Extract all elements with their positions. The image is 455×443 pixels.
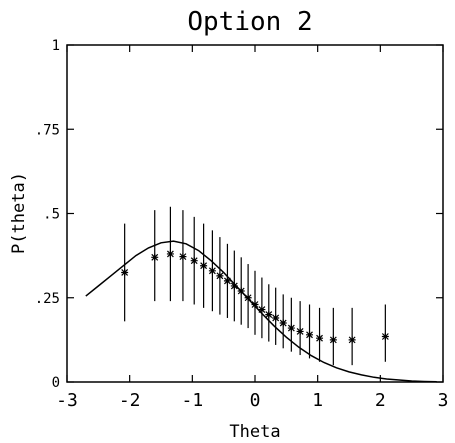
data-point xyxy=(121,223,129,322)
y-tick-label: .5 xyxy=(43,207,60,223)
data-point xyxy=(265,284,273,342)
point-marker xyxy=(244,294,252,302)
data-point xyxy=(237,257,245,325)
x-tick-label: -3 xyxy=(56,390,78,411)
point-marker xyxy=(381,333,389,341)
data-point xyxy=(329,307,337,366)
point-marker xyxy=(296,327,304,335)
point-marker xyxy=(230,282,238,290)
point-marker xyxy=(329,336,337,344)
point-marker xyxy=(121,268,129,276)
data-point xyxy=(272,287,280,345)
x-axis-label: Theta xyxy=(229,422,280,442)
data-point xyxy=(179,210,187,302)
y-axis-label: P(theta) xyxy=(9,172,29,254)
model-curve xyxy=(85,240,437,383)
point-marker xyxy=(258,306,266,314)
data-point xyxy=(306,304,314,359)
y-tick-label: 1 xyxy=(52,38,60,54)
point-marker xyxy=(279,319,287,327)
data-point xyxy=(287,297,295,352)
x-tick-label: 3 xyxy=(438,390,449,411)
y-tick-label: .75 xyxy=(35,122,60,138)
data-point xyxy=(216,237,224,315)
point-marker xyxy=(190,257,198,265)
data-point xyxy=(230,250,238,322)
y-axis: 0 .25 .5 .75 1 xyxy=(35,38,443,391)
data-points xyxy=(121,206,389,366)
point-marker xyxy=(251,300,259,308)
point-marker xyxy=(223,277,231,285)
x-tick-label: -2 xyxy=(119,390,141,411)
data-point xyxy=(381,304,389,362)
point-marker xyxy=(287,324,295,332)
data-point xyxy=(190,216,198,305)
data-point xyxy=(151,210,159,302)
point-marker xyxy=(265,311,273,319)
point-marker xyxy=(216,272,224,280)
data-point xyxy=(258,277,266,339)
chart-title: Option 2 xyxy=(187,7,312,37)
point-marker xyxy=(151,253,159,261)
point-marker xyxy=(348,336,356,344)
data-point xyxy=(200,223,208,308)
data-point xyxy=(244,264,252,329)
y-tick-label: .25 xyxy=(35,291,60,307)
data-point xyxy=(348,307,356,366)
point-marker xyxy=(237,287,245,295)
point-marker xyxy=(316,334,324,342)
x-axis: -3 -2 -1 0 1 2 3 xyxy=(56,45,448,411)
data-point xyxy=(316,307,324,362)
x-tick-label: 2 xyxy=(375,390,386,411)
data-point xyxy=(251,270,259,335)
point-marker xyxy=(306,331,314,339)
data-point xyxy=(296,301,304,356)
point-marker xyxy=(166,250,174,258)
x-tick-label: -1 xyxy=(181,390,203,411)
data-point xyxy=(166,206,174,302)
data-point xyxy=(223,243,231,318)
point-marker xyxy=(208,267,216,275)
x-tick-label: 0 xyxy=(250,390,261,411)
point-marker xyxy=(179,253,187,261)
point-marker xyxy=(272,314,280,322)
data-point xyxy=(279,294,287,349)
x-tick-label: 1 xyxy=(312,390,323,411)
data-point xyxy=(208,230,216,312)
y-tick-label: 0 xyxy=(52,375,60,391)
point-marker xyxy=(200,262,208,270)
